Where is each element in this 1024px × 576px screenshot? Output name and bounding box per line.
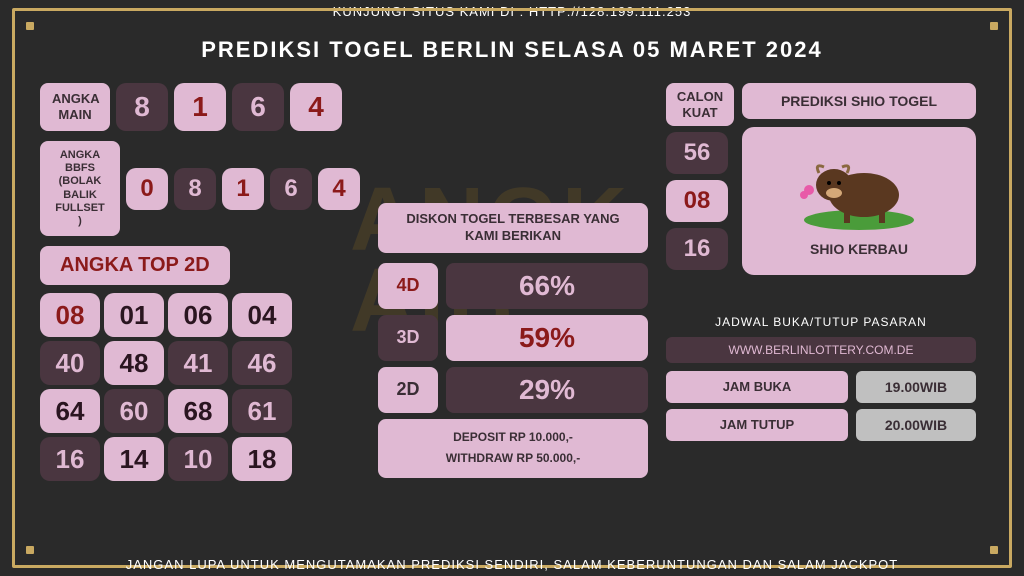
angka-main-digit: 4 (290, 83, 342, 131)
bbfs-digit: 0 (126, 168, 168, 210)
top2d-cell: 40 (40, 341, 100, 385)
calon-kuat-number: 08 (666, 180, 728, 222)
top2d-cell: 10 (168, 437, 228, 481)
top2d-cell: 16 (40, 437, 100, 481)
angka-main-digit: 6 (232, 83, 284, 131)
top2d-cell: 04 (232, 293, 292, 337)
calon-kuat-number: 16 (666, 228, 728, 270)
diskon-label: 3D (378, 315, 438, 361)
angka-main-label: ANGKA MAIN (40, 83, 110, 130)
diskon-value: 59% (446, 315, 648, 361)
top2d-cell: 41 (168, 341, 228, 385)
corner-decoration (26, 546, 34, 554)
withdraw-text: WITHDRAW RP 50.000,- (392, 448, 634, 470)
top2d-cell: 68 (168, 389, 228, 433)
shio-title: PREDIKSI SHIO TOGEL (742, 83, 976, 119)
bbfs-digit: 1 (222, 168, 264, 210)
shio-image-box: SHIO KERBAU (742, 127, 976, 275)
jadwal-title: JADWAL BUKA/TUTUP PASARAN (666, 315, 976, 329)
top2d-cell: 14 (104, 437, 164, 481)
angka-main-digit: 8 (116, 83, 168, 131)
corner-decoration (990, 546, 998, 554)
bbfs-digit: 8 (174, 168, 216, 210)
deposit-withdraw-box: DEPOSIT RP 10.000,- WITHDRAW RP 50.000,- (378, 419, 648, 478)
angka-main-digit: 1 (174, 83, 226, 131)
jam-buka-value: 19.00WIB (856, 371, 976, 403)
corner-decoration (990, 22, 998, 30)
deposit-text: DEPOSIT RP 10.000,- (392, 427, 634, 449)
top2d-grid: 08010604 40484146 64606861 16141018 (40, 293, 360, 481)
top2d-cell: 64 (40, 389, 100, 433)
diskon-label: 2D (378, 367, 438, 413)
top2d-cell: 48 (104, 341, 164, 385)
calon-kuat-number: 56 (666, 132, 728, 174)
top2d-cell: 60 (104, 389, 164, 433)
calon-kuat-label: CALON KUAT (666, 83, 734, 126)
bbfs-digit: 4 (318, 168, 360, 210)
top2d-cell: 18 (232, 437, 292, 481)
jadwal-url: WWW.BERLINLOTTERY.COM.DE (666, 337, 976, 363)
jam-tutup-label: JAM TUTUP (666, 409, 848, 441)
diskon-title: DISKON TOGEL TERBESAR YANG KAMI BERIKAN (378, 203, 648, 253)
top2d-title: ANGKA TOP 2D (40, 246, 230, 285)
ox-icon (789, 145, 929, 235)
top2d-cell: 01 (104, 293, 164, 337)
top2d-cell: 08 (40, 293, 100, 337)
diskon-value: 66% (446, 263, 648, 309)
footer-text: JANGAN LUPA UNTUK MENGUTAMAKAN PREDIKSI … (0, 557, 1024, 572)
bbfs-digit: 6 (270, 168, 312, 210)
top2d-cell: 06 (168, 293, 228, 337)
top2d-cell: 46 (232, 341, 292, 385)
diskon-value: 29% (446, 367, 648, 413)
bbfs-label: ANGKA BBFS (BOLAK BALIK FULLSET ) (40, 141, 120, 236)
diskon-label: 4D (378, 263, 438, 309)
jam-buka-label: JAM BUKA (666, 371, 848, 403)
corner-decoration (26, 22, 34, 30)
shio-name: SHIO KERBAU (810, 241, 908, 257)
jam-tutup-value: 20.00WIB (856, 409, 976, 441)
top2d-cell: 61 (232, 389, 292, 433)
